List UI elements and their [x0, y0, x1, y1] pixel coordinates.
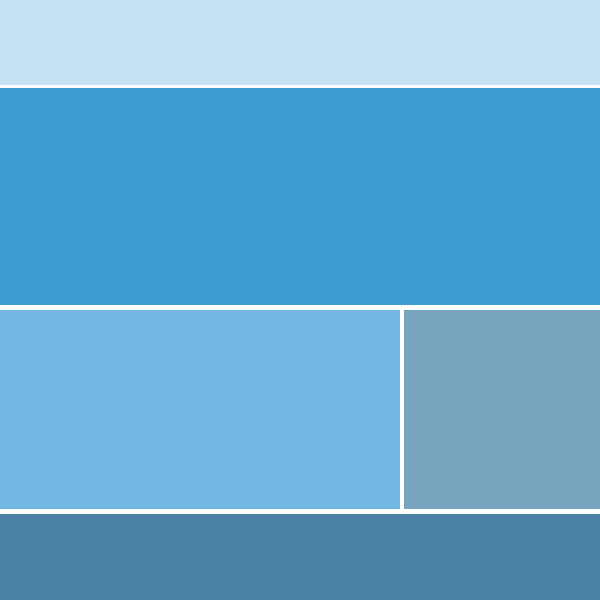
top-color-block [0, 0, 600, 85]
middle-left-color-block [0, 310, 400, 509]
middle-right-color-block [404, 310, 600, 509]
bottom-color-block [0, 514, 600, 600]
upper-wide-color-block [0, 88, 600, 305]
